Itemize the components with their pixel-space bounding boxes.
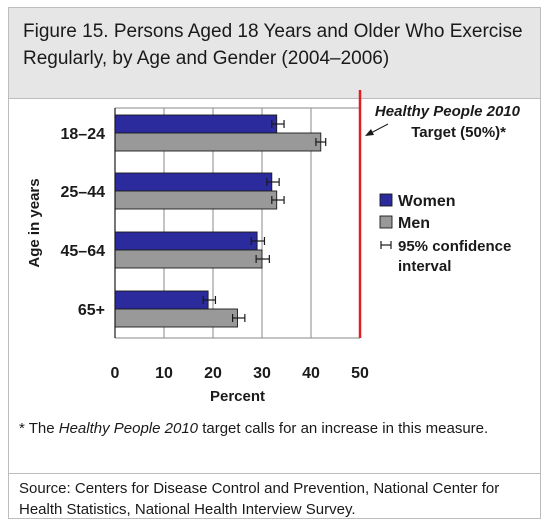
footnote: * The Healthy People 2010 target calls f… — [19, 418, 534, 439]
target-label-line1: Healthy People 2010 — [375, 103, 521, 120]
legend-label-ci: 95% confidence interval — [398, 238, 511, 275]
footnote-text: target calls for an increase in this mea… — [198, 420, 489, 437]
figure-title: Figure 15. Persons Aged 18 Years and Old… — [23, 21, 523, 69]
x-tick-label-10: 10 — [155, 365, 173, 382]
title-box: Figure 15. Persons Aged 18 Years and Old… — [9, 8, 540, 99]
x-tick-label-40: 40 — [302, 365, 320, 382]
target-annotation: Healthy People 2010 Target (50%)* — [358, 90, 521, 338]
x-tick-label-20: 20 — [204, 365, 222, 382]
legend-ci-line1: 95% confidence — [398, 238, 511, 255]
bar-women-45-64 — [114, 231, 258, 251]
legend-label-men: Men — [398, 215, 430, 232]
error-bar-men-65 — [232, 314, 246, 322]
y-axis-title: Age in years — [26, 178, 43, 267]
category-label-18-24: 18–24 — [61, 126, 106, 143]
bar-men-25-44 — [114, 190, 278, 210]
x-axis-title: Percent — [210, 388, 265, 405]
legend-label-women: Women — [398, 193, 455, 210]
target-pointer-head — [365, 129, 374, 136]
footnote-marker: * The — [19, 420, 59, 437]
bar-layer — [114, 114, 327, 328]
bar-women-18-24 — [114, 114, 278, 134]
bar-men-18-24 — [114, 132, 322, 152]
x-tick-label-50: 50 — [351, 365, 369, 382]
bar-women-65 — [114, 290, 209, 310]
bar-men-45-64 — [114, 249, 263, 269]
error-bar-women-65 — [202, 296, 217, 304]
x-tick-label-30: 30 — [253, 365, 271, 382]
error-bar-women-18-24 — [271, 120, 285, 128]
error-bar-men-25-44 — [271, 196, 285, 204]
legend-ci-line2: interval — [398, 258, 451, 275]
bar-men-65 — [114, 308, 238, 328]
legend-swatch-women — [379, 193, 393, 207]
source-note: Source: Centers for Disease Control and … — [19, 480, 500, 518]
axis-layer: 0 10 20 30 40 50 18–24 25–44 45–64 65+ Percent Age … — [26, 108, 369, 405]
error-bar-women-45-64 — [250, 237, 266, 245]
x-tick-label-0: 0 — [111, 365, 120, 382]
legend-swatch-men — [379, 215, 393, 229]
divider — [9, 473, 540, 474]
category-label-45-64: 45–64 — [61, 243, 106, 260]
bar-chart: 0 10 20 30 40 50 18–24 25–44 45–64 65+ Percent Age … — [26, 90, 521, 405]
error-bar-women-25-44 — [266, 178, 280, 186]
footnote-emphasis: Healthy People 2010 — [58, 420, 199, 437]
target-label-line2: Target (50%)* — [411, 124, 506, 141]
error-bar-men-45-64 — [255, 255, 270, 263]
error-bar-men-18-24 — [315, 138, 327, 146]
category-label-25-44: 25–44 — [61, 184, 106, 201]
figure-frame: Figure 15. Persons Aged 18 Years and Old… — [8, 7, 541, 519]
bar-women-25-44 — [114, 172, 273, 192]
legend: Women Men 95% confidence interval — [379, 193, 511, 275]
category-label-65: 65+ — [78, 302, 105, 319]
